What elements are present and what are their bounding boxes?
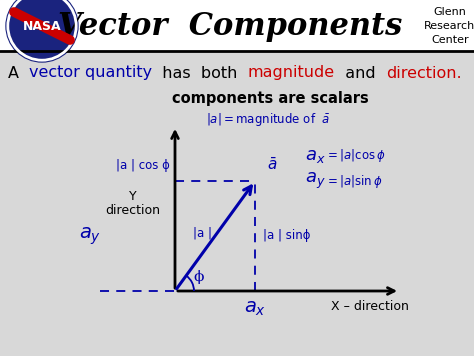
Text: vector quantity: vector quantity <box>29 66 152 80</box>
Text: Vector  Components: Vector Components <box>58 10 402 42</box>
Text: NASA: NASA <box>23 20 61 32</box>
Text: X – direction: X – direction <box>331 300 409 314</box>
Bar <box>0 0 474 51</box>
Text: $\bar{a}$: $\bar{a}$ <box>267 157 277 173</box>
Text: $= |a| \cos\phi$: $= |a| \cos\phi$ <box>325 147 385 164</box>
Text: magnitude: magnitude <box>248 66 335 80</box>
Text: $a_y$: $a_y$ <box>79 225 101 247</box>
Text: ϕ: ϕ <box>194 270 204 284</box>
Text: has  both: has both <box>152 66 248 80</box>
Text: $a_y$: $a_y$ <box>305 171 326 191</box>
Text: |a | cos ϕ: |a | cos ϕ <box>116 159 170 173</box>
Text: |a | sinϕ: |a | sinϕ <box>263 230 310 242</box>
Circle shape <box>6 0 78 62</box>
Text: |a |: |a | <box>193 226 212 240</box>
Text: $a_x$: $a_x$ <box>305 147 326 165</box>
Text: Glenn
Research
Center: Glenn Research Center <box>424 7 474 45</box>
Bar <box>0 51 474 356</box>
Text: A: A <box>8 66 29 80</box>
Text: Y
direction: Y direction <box>106 189 161 218</box>
Text: and: and <box>335 66 386 80</box>
Text: $= |a| \sin\phi$: $= |a| \sin\phi$ <box>325 173 383 189</box>
Text: direction.: direction. <box>386 66 462 80</box>
Text: $|a| = \mathrm{magnitude\ of}\ \ \bar{a}$: $|a| = \mathrm{magnitude\ of}\ \ \bar{a}… <box>206 110 330 127</box>
Text: components are scalars: components are scalars <box>172 90 368 105</box>
Text: $a_x$: $a_x$ <box>244 300 266 318</box>
